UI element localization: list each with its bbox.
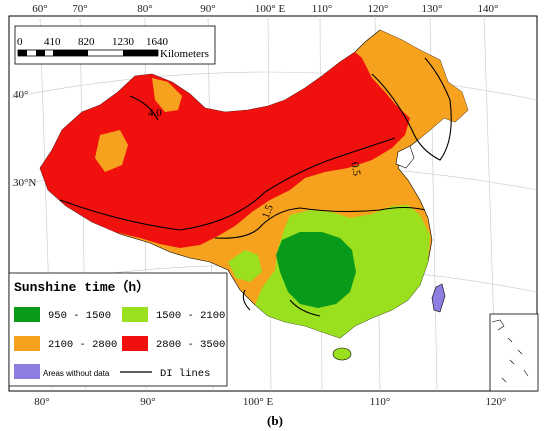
legend-swatch-2100-2800 <box>14 336 40 351</box>
orange-patch-altai <box>152 78 182 112</box>
top-longitude-labels: 60° 70° 80° 90° 100° E 110° 120° 130° 14… <box>32 3 498 15</box>
legend-swatch-950-1500 <box>14 307 40 322</box>
inset-islands <box>491 319 529 383</box>
lon-label-120: 120° <box>368 3 389 15</box>
di-lines <box>59 57 452 317</box>
orange-patch-tarim <box>95 130 128 172</box>
lat-label-30n: 30°N <box>13 177 36 189</box>
bottom-longitude-labels: 80° 90° 100° E 110° 120° <box>34 396 506 408</box>
scale-bar: 0 410 820 1230 1640 Kilometers <box>14 25 216 65</box>
taiwan-no-data <box>431 283 446 313</box>
lon-label-90: 90° <box>200 3 215 15</box>
legend-label-950-1500: 950 - 1500 <box>48 310 111 322</box>
figure-caption: (b) <box>267 413 283 428</box>
legend-label-di-lines: DI lines <box>160 368 210 380</box>
lon-label-80: 80° <box>137 3 152 15</box>
hainan-island <box>332 347 352 361</box>
lon-label-bottom-100e: 100° E <box>243 396 274 408</box>
region-950-1500 <box>276 232 356 308</box>
legend-swatch-2800-3500 <box>122 336 148 351</box>
scale-tick-410: 410 <box>44 36 61 48</box>
bohai-sea <box>395 145 415 169</box>
lon-label-bottom-80: 80° <box>34 396 49 408</box>
scale-tick-1230: 1230 <box>112 36 135 48</box>
legend-swatch-no-data <box>14 364 40 379</box>
region-2800-3500 <box>40 52 410 248</box>
legend-label-1500-2100: 1500 - 2100 <box>156 310 225 322</box>
south-china-sea-inset <box>489 313 539 392</box>
scale-tick-820: 820 <box>78 36 95 48</box>
legend-label-2800-3500: 2800 - 3500 <box>156 339 225 351</box>
legend-swatch-1500-2100 <box>122 307 148 322</box>
legend-label-no-data: Areas without data <box>43 369 110 378</box>
scale-tick-1640: 1640 <box>146 36 169 48</box>
lat-label-40: 40° <box>13 89 28 101</box>
lon-label-bottom-110: 110° <box>370 396 391 408</box>
lon-label-100e: 100° E <box>255 3 286 15</box>
legend-label-2100-2800: 2100 - 2800 <box>48 339 117 351</box>
lon-label-140: 140° <box>478 3 499 15</box>
lon-label-130: 130° <box>422 3 443 15</box>
di-label-05: 0.5 <box>348 161 362 177</box>
di-label-4: 4.0 <box>148 107 162 119</box>
legend: Sunshine time（h） 950 - 1500 1500 - 2100 … <box>8 272 228 387</box>
lon-label-60: 60° <box>32 3 47 15</box>
lon-label-110: 110° <box>312 3 333 15</box>
orange-patch-northeast <box>380 30 468 140</box>
lon-label-70: 70° <box>72 3 87 15</box>
di-label-15: 1.5 <box>260 203 276 220</box>
green-patch-west <box>228 250 262 282</box>
scale-tick-0: 0 <box>17 36 23 48</box>
lon-label-bottom-90: 90° <box>140 396 155 408</box>
lon-label-bottom-120: 120° <box>486 396 507 408</box>
scale-unit: Kilometers <box>160 48 209 60</box>
legend-title: Sunshine time（h） <box>14 279 149 295</box>
